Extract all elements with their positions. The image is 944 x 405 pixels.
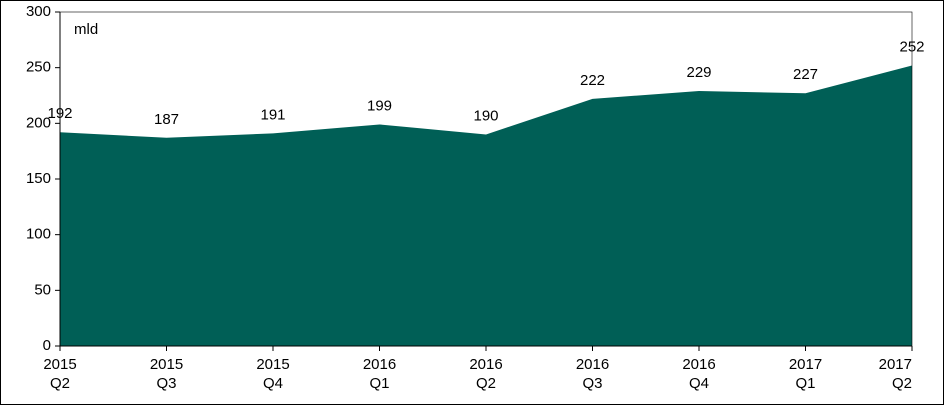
y-tick-label: 100 [26,226,51,243]
x-tick-label: Q4 [689,375,709,392]
x-tick-label: Q2 [892,375,912,392]
unit-annotation: mld [74,21,98,38]
data-label: 199 [367,97,392,114]
x-tick-label: 2015 [43,356,76,373]
x-tick-label: Q3 [156,375,176,392]
data-label: 229 [686,64,711,81]
data-label: 187 [154,111,179,128]
data-label: 191 [260,106,285,123]
y-tick-label: 150 [26,170,51,187]
x-tick-label: 2015 [150,356,183,373]
data-label: 222 [580,72,605,89]
x-tick-label: 2016 [469,356,502,373]
y-tick-label: 300 [26,3,51,20]
x-tick-label: Q2 [50,375,70,392]
x-tick-label: Q3 [582,375,602,392]
x-tick-label: 2015 [256,356,289,373]
x-tick-label: Q1 [795,375,815,392]
y-tick-label: 50 [34,281,51,298]
x-tick-label: Q4 [263,375,283,392]
data-label: 190 [473,107,498,124]
y-tick-label: 200 [26,114,51,131]
area [60,65,912,346]
x-tick-label: 2016 [682,356,715,373]
y-tick-label: 0 [43,337,51,354]
x-tick-label: Q2 [476,375,496,392]
x-tick-label: Q1 [369,375,389,392]
x-tick-label: 2016 [363,356,396,373]
x-tick-label: 2017 [789,356,822,373]
y-tick-label: 250 [26,59,51,76]
x-tick-label: 2017 [879,356,912,373]
data-label: 227 [793,66,818,83]
x-tick-label: 2016 [576,356,609,373]
